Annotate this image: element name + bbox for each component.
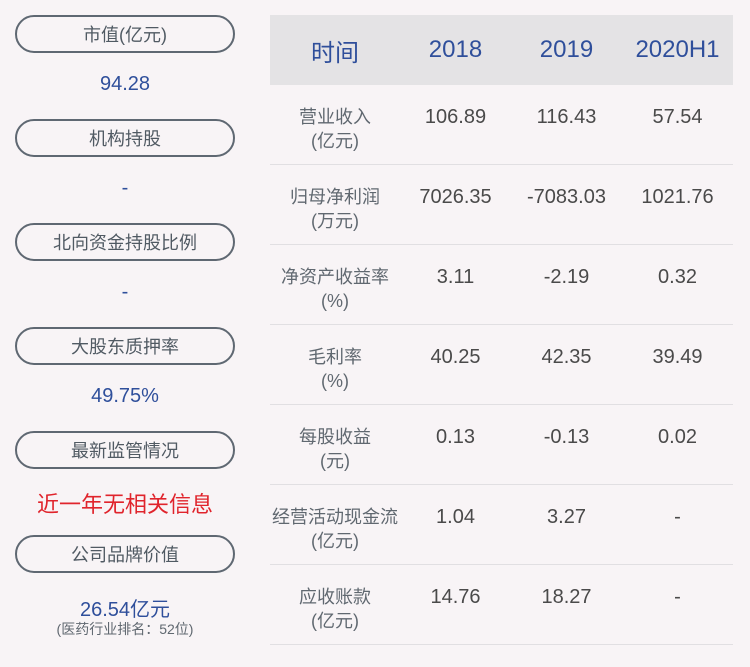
value-2019: 18.27 — [541, 586, 592, 608]
table-header: 时间 2018 2019 2020H1 — [270, 15, 733, 85]
value-2020h1: - — [674, 586, 681, 608]
table-row: 每股收益 (元) 0.13 -0.13 0.02 — [270, 405, 733, 485]
metric-unit: (亿元) — [311, 131, 359, 151]
metric-unit: (%) — [321, 371, 349, 391]
row-label: 归母净利润 (万元) — [270, 185, 400, 233]
value-2018: 40.25 — [430, 346, 481, 368]
metric-name: 归母净利润 — [290, 187, 380, 207]
metric-name: 应收账款 — [299, 587, 371, 607]
northbound-ratio-label: 北向资金持股比例 — [15, 223, 235, 261]
header-2019: 2019 — [539, 36, 594, 63]
pledge-rate-value: 49.75% — [91, 385, 159, 407]
value-2020h1: 57.54 — [652, 106, 703, 128]
label-text: 北向资金持股比例 — [53, 233, 197, 253]
metric-unit: (亿元) — [311, 531, 359, 551]
label-text: 最新监管情况 — [71, 441, 179, 461]
header-2018: 2018 — [428, 36, 483, 63]
row-label: 每股收益 (元) — [270, 425, 400, 473]
value-2020h1: 1021.76 — [641, 186, 714, 208]
regulation-label: 最新监管情况 — [15, 431, 235, 469]
pledge-rate-label: 大股东质押率 — [15, 327, 235, 365]
value-2020h1: 0.02 — [658, 426, 697, 448]
label-text: 市值(亿元) — [83, 25, 167, 45]
metric-unit: (亿元) — [311, 611, 359, 631]
value-2019: 42.35 — [541, 346, 592, 368]
table-row: 归母净利润 (万元) 7026.35 -7083.03 1021.76 — [270, 165, 733, 245]
row-label: 应收账款 (亿元) — [270, 585, 400, 633]
table-row: 营业收入 (亿元) 106.89 116.43 57.54 — [270, 85, 733, 165]
metric-unit: (万元) — [311, 211, 359, 231]
financial-table: 时间 2018 2019 2020H1 营业收入 (亿元) 106.89 116.… — [270, 15, 733, 645]
value-2020h1: 0.32 — [658, 266, 697, 288]
value-2018: 1.04 — [436, 506, 475, 528]
market-cap-label: 市值(亿元) — [15, 15, 235, 53]
institutional-holding-label: 机构持股 — [15, 119, 235, 157]
header-period: 时间 — [311, 39, 359, 67]
value-2018: 14.76 — [430, 586, 481, 608]
label-text: 机构持股 — [89, 129, 161, 149]
row-label: 经营活动现金流 (亿元) — [270, 505, 400, 553]
value-2019: 116.43 — [536, 106, 597, 128]
value-2018: 3.11 — [436, 266, 475, 288]
market-cap-value: 94.28 — [99, 73, 151, 95]
label-text: 公司品牌价值 — [71, 545, 179, 565]
regulation-value: 近一年无相关信息 — [36, 492, 213, 517]
value-2018: 106.89 — [424, 106, 487, 128]
brand-value-value: 26.54亿元 — [79, 599, 171, 621]
metric-name: 每股收益 — [299, 427, 371, 447]
table-row: 毛利率 (%) 40.25 42.35 39.49 — [270, 325, 733, 405]
metric-name: 经营活动现金流 — [272, 507, 398, 527]
northbound-ratio-value: - — [121, 281, 129, 303]
metric-name: 毛利率 — [308, 347, 362, 367]
brand-value-label: 公司品牌价值 — [15, 535, 235, 573]
table-row: 应收账款 (亿元) 14.76 18.27 - — [270, 565, 733, 645]
value-2020h1: 39.49 — [652, 346, 703, 368]
row-label: 毛利率 (%) — [270, 345, 400, 393]
value-2019: 3.27 — [547, 506, 586, 528]
metric-name: 净资产收益率 — [281, 267, 389, 287]
metric-unit: (%) — [321, 291, 349, 311]
institutional-holding-value: - — [121, 177, 129, 199]
value-2019: -7083.03 — [527, 186, 606, 208]
value-2020h1: - — [674, 506, 681, 528]
row-label: 营业收入 (亿元) — [270, 105, 400, 153]
label-text: 大股东质押率 — [71, 337, 179, 357]
metric-unit: (元) — [320, 451, 350, 471]
row-label: 净资产收益率 (%) — [270, 265, 400, 313]
value-2019: -2.19 — [543, 266, 590, 288]
value-2018: 7026.35 — [419, 186, 492, 208]
value-2019: -0.13 — [543, 426, 590, 448]
metric-name: 营业收入 — [299, 107, 371, 127]
table-row: 经营活动现金流 (亿元) 1.04 3.27 - — [270, 485, 733, 565]
header-2020h1: 2020H1 — [635, 36, 720, 63]
value-2018: 0.13 — [436, 426, 475, 448]
table-row: 净资产收益率 (%) 3.11 -2.19 0.32 — [270, 245, 733, 325]
brand-rank-note: (医药行业排名：52位) — [56, 621, 194, 637]
